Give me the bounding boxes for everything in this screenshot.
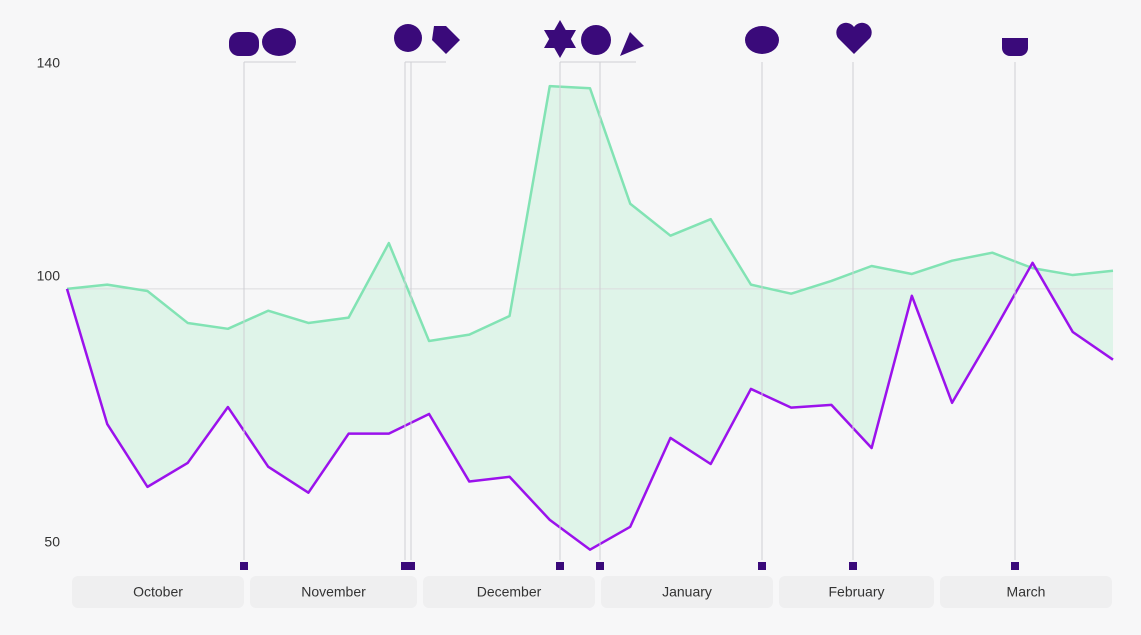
month-pill (423, 576, 595, 608)
month-pill (940, 576, 1112, 608)
y-tick-label: 100 (37, 268, 61, 284)
event-square (849, 562, 857, 570)
icon (1002, 38, 1028, 56)
event-square (1011, 562, 1019, 570)
icon (544, 20, 576, 58)
event-icons (229, 20, 1028, 58)
x-month-label: February (828, 584, 884, 600)
event-square (556, 562, 564, 570)
month-pill (779, 576, 934, 608)
x-month-label: January (662, 584, 712, 600)
icon (262, 28, 296, 56)
x-month-label: November (301, 584, 366, 600)
x-month-label: October (133, 584, 183, 600)
plot: 50 100 140 October November December January Fe… (37, 55, 1114, 608)
event-square (758, 562, 766, 570)
month-pill (72, 576, 244, 608)
icon (620, 32, 644, 56)
y-tick-label: 140 (37, 55, 61, 71)
month-pill (250, 576, 417, 608)
month-pill (601, 576, 773, 608)
icon (745, 26, 779, 54)
event-square (596, 562, 604, 570)
event-markers (229, 20, 1028, 570)
event-square (407, 562, 415, 570)
series-line (66, 84, 1114, 343)
x-month-label: March (1007, 584, 1046, 600)
band-fill (67, 86, 1113, 550)
icon (836, 22, 872, 54)
icon (394, 24, 422, 52)
icon (432, 26, 460, 54)
y-tick-label: 50 (44, 534, 60, 550)
x-month-label: December (477, 584, 542, 600)
event-square (240, 562, 248, 570)
icon (581, 25, 611, 55)
event-square (401, 562, 409, 570)
series-line (65, 261, 1114, 551)
icon (229, 32, 259, 56)
